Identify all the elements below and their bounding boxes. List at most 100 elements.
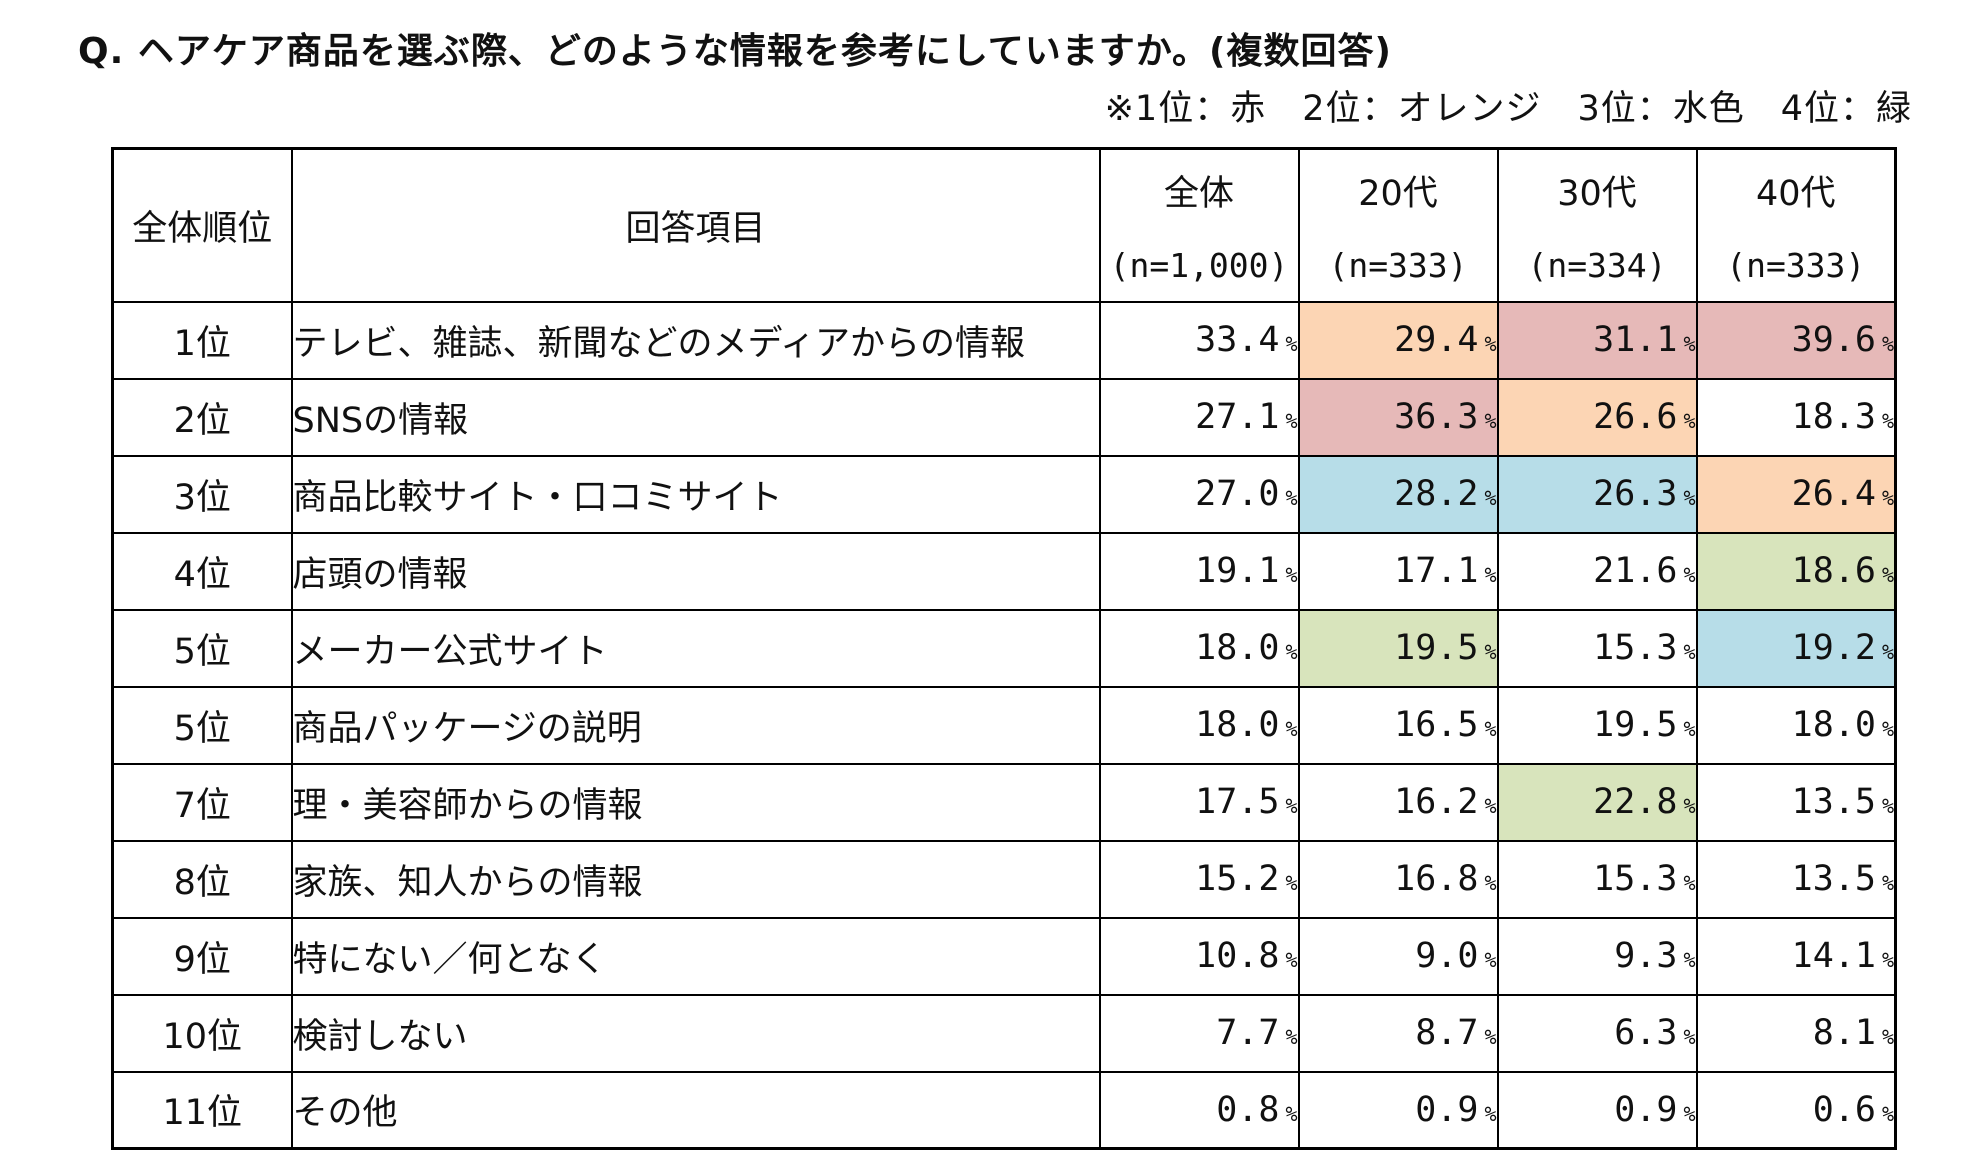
percent-unit: % <box>1285 1101 1298 1126</box>
value-number: 33.4 <box>1195 320 1280 360</box>
table-row: 9位 特にない／何となく 10.8% 9.0% 9.3% 14.1% <box>111 916 1897 996</box>
value-number: 9.0 <box>1415 936 1479 976</box>
rank-cell: 8位 <box>111 839 293 919</box>
header-total: 全体 (n=1,000) <box>1098 147 1300 303</box>
table-row: 7位 理・美容師からの情報 17.5% 16.2% 22.8% 13.5% <box>111 762 1897 842</box>
percent-unit: % <box>1881 409 1894 433</box>
value-cell-30s: 15.3% <box>1496 839 1698 919</box>
value-cell-20s: 19.5% <box>1297 608 1499 688</box>
percent-unit: % <box>1484 871 1497 895</box>
value-cell-total: 0.8% <box>1098 1070 1300 1150</box>
value-number: 21.6 <box>1593 551 1678 591</box>
value-number: 16.8 <box>1394 859 1479 899</box>
value-cell-total: 10.8% <box>1098 916 1300 996</box>
value-cell-30s: 9.3% <box>1496 916 1698 996</box>
percent-unit: % <box>1683 794 1696 818</box>
value-cell-30s: 0.9% <box>1496 1070 1698 1150</box>
answer-item-cell: メーカー公式サイト <box>290 608 1101 688</box>
value-number: 36.3 <box>1394 397 1479 437</box>
value-cell-total: 17.5% <box>1098 762 1300 842</box>
answer-item-cell: SNSの情報 <box>290 377 1101 457</box>
value-cell-20s: 36.3% <box>1297 377 1499 457</box>
table-row: 4位 店頭の情報 19.1% 17.1% 21.6% 18.6% <box>111 531 1897 611</box>
percent-unit: % <box>1484 563 1497 587</box>
table-row: 5位 商品パッケージの説明 18.0% 16.5% 19.5% 18.0% <box>111 685 1897 765</box>
value-number: 0.8 <box>1216 1089 1280 1130</box>
percent-unit: % <box>1285 640 1298 664</box>
value-cell-40s: 39.6% <box>1695 300 1897 380</box>
value-number: 13.5 <box>1791 782 1876 822</box>
percent-unit: % <box>1881 717 1894 741</box>
header-total-n: (n=1,000) <box>1109 246 1289 286</box>
value-number: 19.5 <box>1394 628 1479 668</box>
value-cell-total: 18.0% <box>1098 608 1300 688</box>
percent-unit: % <box>1683 717 1696 741</box>
value-cell-total: 7.7% <box>1098 993 1300 1073</box>
value-number: 0.9 <box>1614 1089 1678 1130</box>
answer-item-cell: 家族、知人からの情報 <box>290 839 1101 919</box>
rank-cell: 3位 <box>111 454 293 534</box>
header-40s-label: 40代 <box>1755 174 1836 215</box>
percent-unit: % <box>1285 332 1298 356</box>
header-item: 回答項目 <box>290 147 1101 303</box>
header-20s-label: 20代 <box>1358 174 1438 215</box>
value-number: 19.5 <box>1593 705 1678 745</box>
value-number: 8.7 <box>1415 1013 1479 1053</box>
rank-cell: 2位 <box>111 377 293 457</box>
table-row: 10位 検討しない 7.7% 8.7% 6.3% 8.1% <box>111 993 1897 1073</box>
value-number: 18.0 <box>1195 705 1280 745</box>
value-number: 26.6 <box>1593 397 1678 437</box>
percent-unit: % <box>1881 1101 1894 1126</box>
answer-item-cell: 理・美容師からの情報 <box>290 762 1101 842</box>
value-cell-total: 18.0% <box>1098 685 1300 765</box>
value-number: 39.6 <box>1791 320 1876 360</box>
value-cell-total: 15.2% <box>1098 839 1300 919</box>
percent-unit: % <box>1881 794 1894 818</box>
question-title: Q. ヘアケア商品を選ぶ際、どのような情報を参考にしていますか。(複数回答) <box>78 31 1392 72</box>
value-cell-40s: 18.6% <box>1695 531 1897 611</box>
value-number: 31.1 <box>1593 320 1678 360</box>
value-number: 13.5 <box>1791 859 1876 899</box>
percent-unit: % <box>1881 948 1894 972</box>
value-cell-30s: 26.6% <box>1496 377 1698 457</box>
value-number: 29.4 <box>1394 320 1479 360</box>
value-number: 8.1 <box>1812 1013 1876 1053</box>
percent-unit: % <box>1484 640 1497 664</box>
percent-unit: % <box>1881 640 1894 664</box>
value-number: 0.6 <box>1812 1089 1876 1130</box>
percent-unit: % <box>1683 871 1696 895</box>
answer-item-cell: その他 <box>290 1070 1101 1150</box>
value-number: 18.6 <box>1791 551 1876 591</box>
percent-unit: % <box>1484 1025 1497 1049</box>
value-number: 6.3 <box>1614 1013 1678 1053</box>
percent-unit: % <box>1484 1101 1497 1126</box>
value-number: 16.5 <box>1394 705 1479 745</box>
percent-unit: % <box>1683 332 1696 356</box>
answer-item-cell: 特にない／何となく <box>290 916 1101 996</box>
table-row: 2位 SNSの情報 27.1% 36.3% 26.6% 18.3% <box>111 377 1897 457</box>
value-cell-30s: 31.1% <box>1496 300 1698 380</box>
value-cell-total: 19.1% <box>1098 531 1300 611</box>
value-cell-30s: 21.6% <box>1496 531 1698 611</box>
value-cell-total: 27.0% <box>1098 454 1300 534</box>
value-cell-20s: 28.2% <box>1297 454 1499 534</box>
percent-unit: % <box>1285 1025 1298 1049</box>
rank-cell: 10位 <box>111 993 293 1073</box>
value-number: 10.8 <box>1195 936 1280 976</box>
percent-unit: % <box>1881 1025 1894 1049</box>
value-number: 22.8 <box>1593 782 1678 822</box>
answer-item-cell: テレビ、雑誌、新聞などのメディアからの情報 <box>290 300 1101 380</box>
value-number: 7.7 <box>1216 1013 1280 1053</box>
rank-cell: 5位 <box>111 685 293 765</box>
rank-cell: 5位 <box>111 608 293 688</box>
value-number: 26.4 <box>1791 474 1876 514</box>
value-cell-total: 33.4% <box>1098 300 1300 380</box>
value-number: 17.5 <box>1195 782 1280 822</box>
percent-unit: % <box>1683 486 1696 510</box>
table-body: 1位 テレビ、雑誌、新聞などのメディアからの情報 33.4% 29.4% 31.1% 39… <box>111 300 1897 1150</box>
percent-unit: % <box>1285 871 1298 895</box>
value-number: 26.3 <box>1593 474 1678 514</box>
rank-cell: 1位 <box>111 300 293 380</box>
value-number: 28.2 <box>1394 474 1479 514</box>
value-cell-40s: 8.1% <box>1695 993 1897 1073</box>
